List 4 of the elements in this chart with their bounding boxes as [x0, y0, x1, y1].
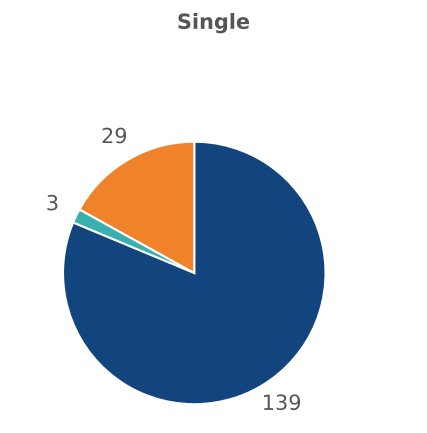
data-label: 3 [47, 194, 58, 211]
chart-title: Single [178, 12, 250, 34]
data-label: 29 [102, 128, 126, 144]
data-label: 139 [264, 394, 300, 410]
